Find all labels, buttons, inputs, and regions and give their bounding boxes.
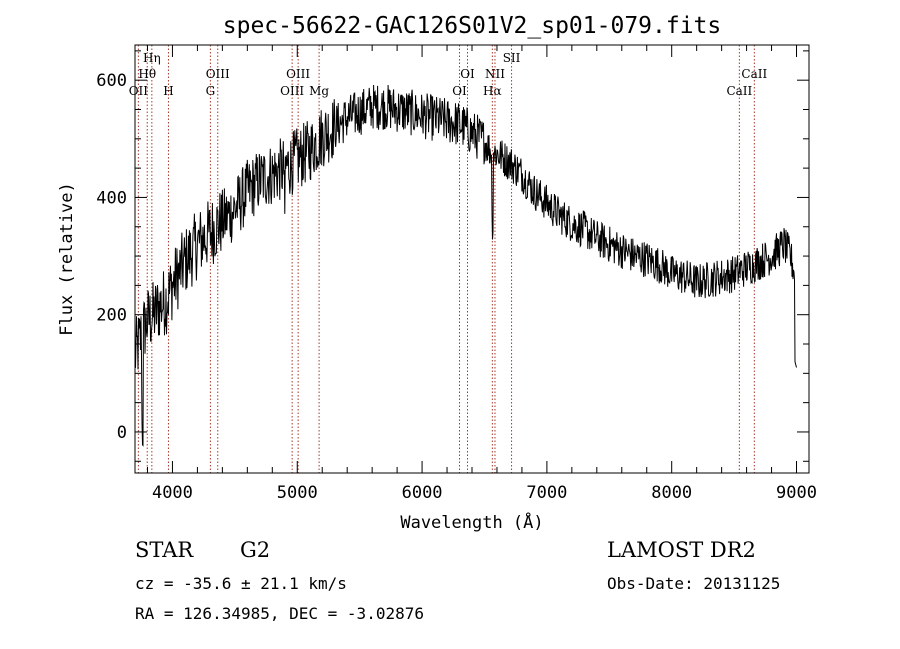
spectral-line-markers: OII Hθ Hη H G OIII OIII OIII Mg OI OI Hα NII SII CaII C…	[129, 45, 767, 473]
x-tick-label: 4000	[152, 483, 193, 503]
y-axis-label: Flux (relative)	[57, 182, 77, 336]
spectral-line-label: OII	[129, 84, 149, 98]
spectral-line-label: G	[206, 84, 216, 98]
coordinates: RA = 126.34985, DEC = -3.02876	[135, 604, 424, 623]
spectral-line-label: OI	[452, 84, 467, 98]
y-tick-label: 600	[96, 71, 127, 91]
object-class: STAR	[135, 538, 194, 562]
x-axis-label: Wavelength (Å)	[400, 511, 543, 533]
survey-name: LAMOST DR2	[607, 538, 756, 562]
spectral-line-label: OI	[460, 67, 475, 81]
plot-frame	[134, 44, 810, 474]
y-tick-label: 400	[96, 188, 127, 208]
spectral-line-label: NII	[485, 67, 505, 81]
axis-ticks: 4000 5000 6000 7000 8000 9000 0 200 400 600	[96, 45, 817, 503]
spectral-line-label: H	[163, 84, 173, 98]
x-tick-label: 6000	[402, 483, 443, 503]
spectral-line-label: CaII	[726, 84, 752, 98]
spectral-line-label: Hα	[483, 84, 502, 98]
spectral-line-label: Mg	[309, 84, 329, 98]
x-tick-label: 9000	[776, 483, 817, 503]
spectral-line-label: Hη	[143, 51, 161, 65]
spectral-line-label: Hθ	[138, 67, 156, 81]
spectral-line-label: CaII	[741, 67, 767, 81]
spectral-line-label: OIII	[280, 84, 304, 98]
spectral-line-label: OIII	[206, 67, 230, 81]
redshift-info: cz = -35.6 ± 21.1 km/s	[135, 574, 347, 593]
x-tick-label: 5000	[277, 483, 318, 503]
spectral-line-label: SII	[503, 51, 521, 65]
y-tick-label: 200	[96, 306, 127, 326]
object-subclass: G2	[240, 538, 271, 562]
y-tick-label: 0	[117, 423, 127, 443]
chart-title: spec-56622-GAC126S01V2_sp01-079.fits	[223, 13, 722, 39]
spectrum-line	[134, 84, 797, 447]
spectral-line-label: OIII	[286, 67, 310, 81]
x-tick-label: 7000	[526, 483, 567, 503]
x-tick-label: 8000	[651, 483, 692, 503]
observation-date: Obs-Date: 20131125	[607, 574, 781, 593]
